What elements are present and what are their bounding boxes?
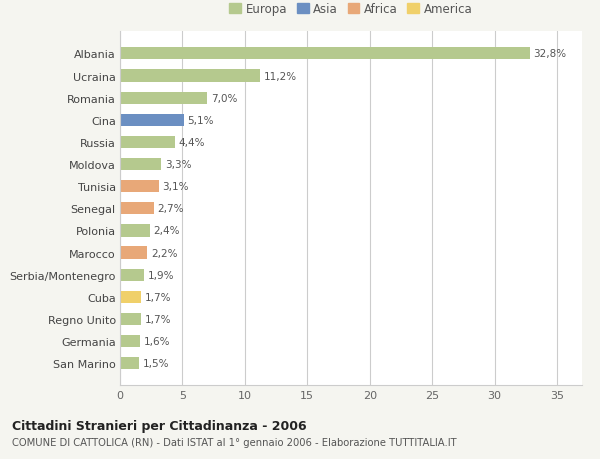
Text: COMUNE DI CATTOLICA (RN) - Dati ISTAT al 1° gennaio 2006 - Elaborazione TUTTITAL: COMUNE DI CATTOLICA (RN) - Dati ISTAT al… xyxy=(12,437,457,447)
Text: 4,4%: 4,4% xyxy=(179,138,205,148)
Text: 3,3%: 3,3% xyxy=(165,160,191,170)
Bar xyxy=(120,313,141,325)
Bar xyxy=(120,114,184,127)
Bar xyxy=(120,269,144,281)
Bar xyxy=(120,159,161,171)
Bar xyxy=(120,92,208,105)
Text: 5,1%: 5,1% xyxy=(187,116,214,125)
Bar xyxy=(120,247,148,259)
Text: 7,0%: 7,0% xyxy=(211,94,238,103)
Text: 11,2%: 11,2% xyxy=(263,71,297,81)
Bar xyxy=(120,335,140,347)
Bar xyxy=(120,136,175,149)
Bar xyxy=(120,48,530,60)
Text: Cittadini Stranieri per Cittadinanza - 2006: Cittadini Stranieri per Cittadinanza - 2… xyxy=(12,419,307,431)
Text: 1,5%: 1,5% xyxy=(142,358,169,369)
Text: 1,7%: 1,7% xyxy=(145,292,172,302)
Bar xyxy=(120,225,150,237)
Bar xyxy=(120,70,260,83)
Bar xyxy=(120,203,154,215)
Text: 1,7%: 1,7% xyxy=(145,314,172,324)
Legend: Europa, Asia, Africa, America: Europa, Asia, Africa, America xyxy=(226,0,476,19)
Bar xyxy=(120,358,139,369)
Text: 3,1%: 3,1% xyxy=(163,182,189,192)
Bar xyxy=(120,291,141,303)
Bar xyxy=(120,181,159,193)
Text: 2,7%: 2,7% xyxy=(157,204,184,214)
Text: 32,8%: 32,8% xyxy=(533,49,566,59)
Text: 1,9%: 1,9% xyxy=(148,270,174,280)
Text: 1,6%: 1,6% xyxy=(144,336,170,347)
Text: 2,4%: 2,4% xyxy=(154,226,180,236)
Text: 2,2%: 2,2% xyxy=(151,248,178,258)
